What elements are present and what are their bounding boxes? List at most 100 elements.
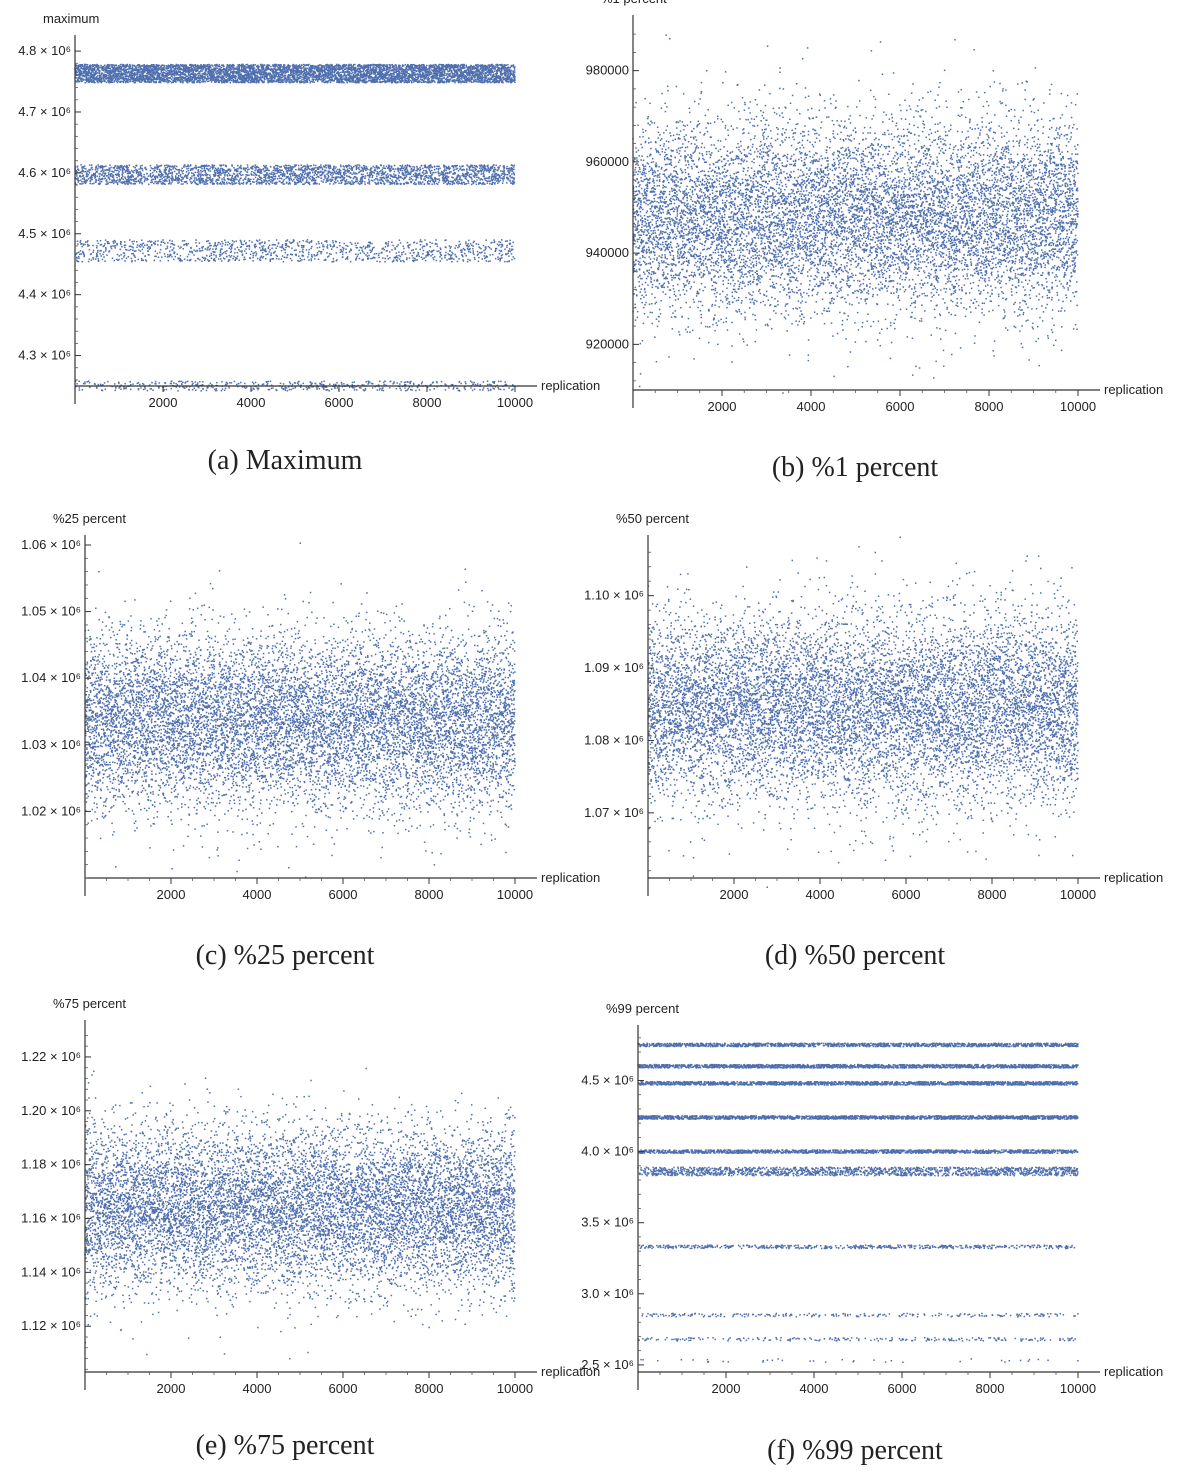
scatter-point	[100, 255, 102, 257]
scatter-point	[109, 164, 111, 166]
scatter-point	[101, 79, 103, 81]
scatter-point	[123, 65, 125, 67]
scatter-point	[113, 81, 115, 83]
scatter-point	[236, 258, 238, 260]
scatter-point	[132, 66, 134, 68]
scatter-point	[146, 260, 148, 262]
scatter-point	[263, 256, 265, 258]
scatter-point	[82, 183, 84, 185]
scatter-point	[255, 177, 257, 179]
scatter-point	[88, 77, 90, 79]
scatter-point	[181, 383, 183, 385]
scatter-point	[99, 253, 101, 255]
scatter-point	[102, 168, 104, 170]
scatter-point	[132, 243, 134, 245]
scatter-point	[117, 82, 119, 84]
scatter-point	[87, 170, 89, 172]
scatter-point	[252, 181, 254, 183]
scatter-point	[221, 178, 223, 180]
scatter-point	[222, 388, 224, 390]
scatter-point	[98, 178, 100, 180]
scatter-point	[106, 82, 108, 84]
scatter-point	[233, 74, 235, 76]
scatter-point	[223, 71, 225, 73]
scatter-point	[249, 79, 251, 81]
scatter-point	[279, 246, 281, 248]
scatter-point	[141, 165, 143, 167]
scatter-point	[217, 67, 219, 69]
scatter-point	[130, 80, 132, 82]
scatter-point	[231, 247, 233, 249]
scatter-point	[91, 177, 93, 179]
scatter-point	[130, 246, 132, 248]
scatter-point	[130, 173, 132, 175]
scatter-point	[291, 260, 293, 262]
scatter-point	[232, 258, 234, 260]
scatter-point	[265, 254, 267, 256]
scatter-point	[192, 383, 194, 385]
scatter-point	[285, 240, 287, 242]
scatter-point	[262, 247, 264, 249]
scatter-point	[245, 176, 247, 178]
scatter-point	[97, 256, 99, 258]
scatter-point	[276, 256, 278, 258]
scatter-point	[109, 66, 111, 68]
scatter-point	[282, 244, 284, 246]
scatter-point	[265, 72, 267, 74]
scatter-point	[294, 76, 296, 78]
scatter-point	[253, 255, 255, 257]
scatter-point	[127, 69, 128, 71]
scatter-point	[258, 384, 260, 386]
scatter-point	[83, 175, 85, 177]
scatter-point	[170, 183, 172, 185]
scatter-point	[172, 165, 174, 167]
scatter-point	[122, 172, 124, 174]
scatter-point	[292, 388, 294, 390]
scatter-point	[244, 383, 246, 385]
scatter-point	[285, 247, 287, 249]
scatter-point	[111, 248, 113, 250]
scatter-point	[126, 258, 128, 260]
scatter-point	[231, 177, 233, 179]
scatter-point	[139, 64, 141, 66]
scatter-point	[193, 249, 195, 251]
scatter-point	[224, 179, 226, 181]
scatter-point	[285, 252, 287, 254]
scatter-point	[224, 183, 226, 185]
scatter-point	[151, 179, 153, 181]
scatter-point	[205, 171, 207, 173]
scatter-point	[274, 74, 276, 76]
scatter-point	[207, 180, 209, 182]
scatter-point	[143, 75, 145, 77]
scatter-point	[92, 252, 94, 254]
scatter-point	[110, 64, 112, 66]
scatter-point	[223, 252, 225, 254]
scatter-point	[143, 384, 145, 386]
scatter-point	[224, 240, 226, 242]
scatter-point	[91, 253, 93, 255]
scatter-point	[256, 183, 258, 185]
scatter-point	[269, 176, 271, 178]
scatter-point	[292, 180, 294, 182]
scatter-point	[216, 169, 218, 171]
scatter-point	[290, 166, 292, 168]
scatter-point	[182, 173, 184, 175]
scatter-point	[144, 255, 146, 256]
scatter-point	[88, 245, 90, 247]
scatter-point	[261, 180, 263, 182]
scatter-point	[235, 75, 237, 77]
scatter-point	[144, 78, 146, 80]
scatter-point	[263, 383, 265, 385]
scatter-point	[220, 72, 222, 74]
scatter-point	[189, 251, 191, 253]
scatter-point	[182, 183, 184, 185]
scatter-point	[199, 259, 201, 261]
scatter-point	[256, 253, 257, 255]
scatter-point	[210, 66, 212, 68]
scatter-point	[246, 168, 248, 170]
scatter-point	[102, 384, 104, 386]
scatter-point	[102, 81, 104, 83]
scatter-point	[164, 165, 166, 167]
scatter-point	[159, 74, 161, 76]
scatter-point	[237, 170, 239, 172]
